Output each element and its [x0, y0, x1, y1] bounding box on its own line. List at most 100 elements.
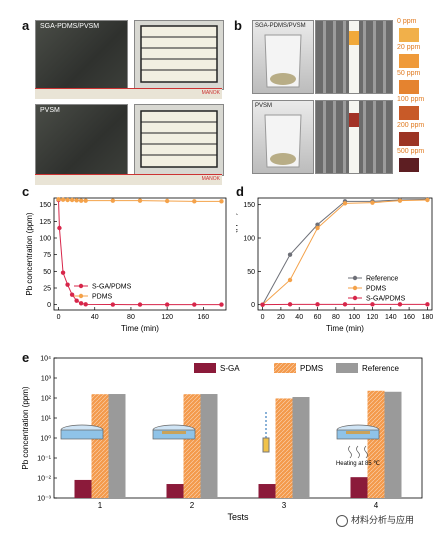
y-tick-label: 10²: [41, 396, 52, 403]
panel-a-ruler-bottom: MANOK: [35, 174, 222, 185]
film-icon: [346, 431, 370, 434]
swatch-label-1: 20 ppm: [397, 44, 421, 51]
legend-marker: [352, 295, 358, 301]
panel-c-letter: c: [22, 184, 30, 199]
heat-icon: [348, 445, 368, 459]
bar-reference: [384, 391, 402, 498]
swatch-label-3: 100 ppm: [397, 96, 425, 103]
data-point: [74, 198, 79, 203]
panel-b-beaker-shape-bottom: [264, 114, 302, 168]
bar-pdms: [275, 398, 293, 498]
panel-b-beaker-photo-top: SGA-PDMS/PVSM: [252, 20, 314, 94]
legend-marker: [78, 293, 84, 299]
data-point: [315, 222, 320, 227]
panel-b-strip-photo-bottom: [315, 100, 393, 174]
legend-marker: [352, 285, 358, 291]
panel-e-letter: e: [22, 350, 30, 365]
y-tick-label: 25: [43, 286, 51, 293]
panel-b-beaker-shape-top: [264, 34, 302, 88]
panel-a-bottom-label: PVSM: [40, 107, 60, 114]
y-tick-label: 10⁴: [40, 356, 51, 363]
series-line: [262, 199, 428, 306]
y-tick-label: 10⁻²: [37, 476, 51, 483]
bar-pdms: [367, 390, 385, 498]
data-point: [83, 198, 88, 203]
y-axis-label: Pb concentration (ppm): [21, 386, 30, 469]
legend-label: Reference: [366, 276, 398, 283]
panel-a-ruler-text-top: MANOK: [201, 90, 220, 96]
data-point: [69, 292, 75, 297]
panel-b-strip-pad-top: [349, 31, 359, 45]
legend-swatch: [274, 363, 296, 373]
y-tick-label: 10⁻³: [37, 496, 51, 503]
swatch-label-0: 0 ppm: [397, 18, 417, 25]
watermark-text: 材料分析与应用: [351, 515, 415, 525]
swatch-4: [399, 132, 419, 146]
panel-d-letter: d: [236, 184, 244, 199]
bar-reference: [292, 397, 310, 498]
bar-reference: [108, 394, 126, 498]
series-line: [262, 198, 428, 305]
x-tick-label: 2: [190, 501, 195, 510]
bar-pdms: [183, 394, 201, 498]
data-point: [57, 225, 62, 231]
panel-b-strip-photo-top: [315, 20, 393, 94]
y-tick-label: 0: [251, 302, 255, 309]
legend-label: Reference: [362, 364, 399, 373]
bar-pdms: [91, 394, 109, 498]
data-point: [60, 270, 66, 275]
y-axis-label: Pb concentration (ppm): [25, 212, 34, 295]
swatch-label-4: 200 ppm: [397, 122, 425, 129]
x-tick-label: 140: [385, 314, 397, 321]
y-tick-label: 10³: [41, 376, 52, 383]
panel-b-strip-pad-bottom: [349, 113, 359, 127]
panel-b-letter: b: [234, 18, 242, 33]
data-point: [78, 198, 84, 203]
vial-icon: [262, 437, 270, 453]
data-point: [56, 197, 61, 202]
y-tick-label: 50: [247, 269, 255, 276]
chart-d: 0 20 40 60 80 100 120 140 160 180 0 50 100 150 Time (m…: [236, 197, 433, 333]
x-tick-label: 160: [403, 314, 415, 321]
plot-frame: [53, 197, 227, 311]
y-tick-label: 100: [243, 236, 255, 243]
swatch-label-2: 50 ppm: [397, 70, 421, 77]
chart-c: 0 40 80 120 160 0 25 50 75 100 125 150 Time (min) Pb …: [25, 197, 227, 333]
swatch-5: [399, 158, 419, 172]
legend-swatch: [336, 363, 358, 373]
watermark-icon: [336, 514, 348, 527]
swatch-1: [399, 54, 419, 68]
data-point: [342, 302, 348, 307]
watermark: 材料分析与应用: [336, 513, 414, 527]
data-point: [342, 201, 348, 206]
panel-a-letter: a: [22, 18, 30, 33]
data-point: [60, 197, 66, 202]
panel-b-test-strip-top: [349, 21, 359, 93]
x-tick-label: 40: [91, 314, 99, 321]
data-point: [65, 282, 70, 287]
x-tick-label: 4: [374, 501, 379, 510]
y-tick-label: 75: [43, 252, 51, 259]
data-point: [83, 302, 88, 307]
bar-s-ga: [74, 479, 92, 498]
legend-label: PDMS: [300, 364, 323, 373]
chart-e: 10⁻³ 10⁻² 10⁻¹ 10⁰ 10¹ 10² 10³ 10⁴ Pb concentrat…: [21, 356, 423, 522]
data-point: [370, 302, 375, 307]
data-point: [164, 302, 170, 307]
x-tick-label: 80: [332, 314, 340, 321]
bar-s-ga: [350, 477, 368, 498]
bar-s-ga: [258, 484, 276, 498]
data-point: [110, 198, 116, 203]
x-axis-label: Tests: [227, 512, 249, 522]
legend-marker: [352, 275, 358, 281]
x-tick-label: 0: [261, 314, 265, 321]
y-axis-label: Pb concentration (ppm): [236, 212, 238, 295]
panel-a-top-label: SGA-PDMS/PVSM: [40, 23, 100, 30]
heating-annotation: Heating at 85 ℃: [336, 461, 380, 467]
panel-a-ruler-text-bottom: MANOK: [201, 176, 220, 182]
swatch-0: [399, 28, 419, 42]
data-point: [260, 302, 265, 307]
x-tick-label: 0: [57, 314, 61, 321]
x-tick-label: 40: [295, 314, 303, 321]
x-axis-label: Time (min): [326, 324, 364, 333]
